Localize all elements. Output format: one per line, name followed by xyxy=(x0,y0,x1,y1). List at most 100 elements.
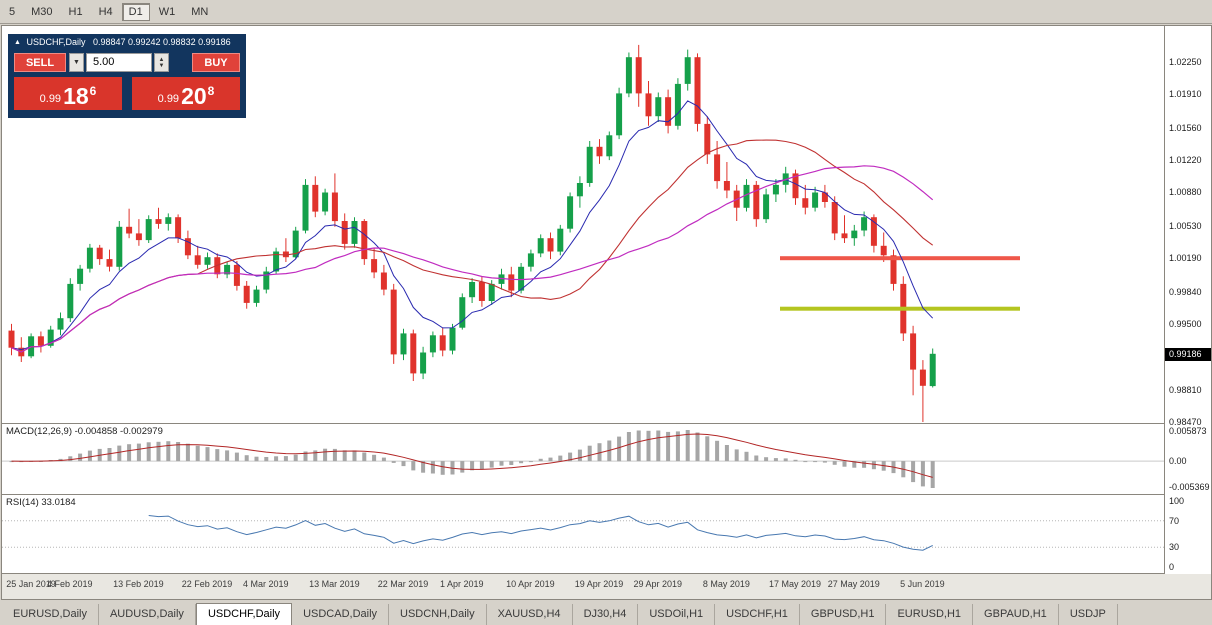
resistance-line[interactable] xyxy=(780,256,1020,261)
bear-candle xyxy=(194,255,201,265)
chart-tab-usdchf-daily[interactable]: USDCHF,Daily xyxy=(195,603,293,625)
macd-indicator-pane[interactable] xyxy=(2,424,1164,494)
bull-candle xyxy=(302,184,309,231)
bear-candle xyxy=(331,192,338,222)
bull-candle xyxy=(527,253,534,267)
chart-tab-usdcnh-daily[interactable]: USDCNH,Daily xyxy=(389,604,487,625)
macd-histogram-bar xyxy=(391,461,396,463)
chart-tab-eurusd-h1[interactable]: EURUSD,H1 xyxy=(886,604,974,625)
chart-tab-gbpaud-h1[interactable]: GBPAUD,H1 xyxy=(973,604,1059,625)
chart-tab-audusd-daily[interactable]: AUDUSD,Daily xyxy=(99,604,196,625)
bull-candle xyxy=(204,257,211,265)
macd-signal-line xyxy=(11,433,933,478)
macd-histogram-bar xyxy=(528,461,533,463)
bear-candle xyxy=(184,238,191,256)
macd-histogram-bar xyxy=(538,458,543,462)
macd-histogram-bar xyxy=(617,436,622,462)
macd-histogram-bar xyxy=(803,461,808,463)
bull-candle xyxy=(743,184,750,208)
chart-tab-eurusd-daily[interactable]: EURUSD,Daily xyxy=(2,604,99,625)
macd-histogram-bar xyxy=(695,432,700,462)
timeframe-button-d1[interactable]: D1 xyxy=(121,2,150,21)
timeframe-button-5[interactable]: 5 xyxy=(9,5,16,18)
bear-candle xyxy=(547,238,554,252)
buy-price-display[interactable]: 0.99 20 8 xyxy=(132,77,240,110)
chart-tab-usdcad-daily[interactable]: USDCAD,Daily xyxy=(292,604,390,625)
macd-histogram-bar xyxy=(176,442,181,462)
timeframe-button-h1[interactable]: H1 xyxy=(68,5,83,18)
macd-histogram-bar xyxy=(773,458,778,462)
macd-histogram-bar xyxy=(313,450,318,462)
buy-button[interactable]: BUY xyxy=(192,53,240,72)
bear-candle xyxy=(890,255,897,284)
macd-histogram-bar xyxy=(783,458,788,462)
macd-histogram-bar xyxy=(107,448,112,462)
timeframe-button-h4[interactable]: H4 xyxy=(98,5,113,18)
rsi-indicator-pane[interactable] xyxy=(2,495,1164,573)
price-axis-label: 1.00880 xyxy=(1169,187,1202,198)
bull-candle xyxy=(684,57,691,84)
macd-histogram-bar xyxy=(813,461,818,463)
bear-candle xyxy=(282,251,289,258)
chart-tab-xauusd-h4[interactable]: XAUUSD,H4 xyxy=(487,604,573,625)
bull-candle xyxy=(47,329,54,346)
timeframe-button-w1[interactable]: W1 xyxy=(158,5,176,18)
macd-histogram-bar xyxy=(362,452,367,462)
bull-candle xyxy=(145,219,152,241)
macd-histogram-bar xyxy=(509,461,514,465)
macd-histogram-bar xyxy=(372,454,377,462)
chart-collapse-icon[interactable]: ▲ xyxy=(14,39,21,46)
bull-candle xyxy=(429,335,436,353)
bear-candle xyxy=(243,285,250,303)
volume-input[interactable]: 5.00 xyxy=(86,53,152,72)
timeframe-button-m30[interactable]: M30 xyxy=(31,5,53,18)
bull-candle xyxy=(557,228,564,252)
volume-dropdown-icon[interactable]: ▼ xyxy=(69,53,84,72)
chart-tab-dj30-h4[interactable]: DJ30,H4 xyxy=(573,604,639,625)
bear-candle xyxy=(37,336,44,346)
stepper-down-icon[interactable]: ▼ xyxy=(158,62,165,69)
macd-histogram-bar xyxy=(705,436,710,462)
sell-price-display[interactable]: 0.99 18 6 xyxy=(14,77,122,110)
bull-candle xyxy=(322,192,329,212)
ma-slow-line xyxy=(11,165,934,353)
price-axis-label: 0.99840 xyxy=(1169,286,1202,297)
date-axis-label: 10 Apr 2019 xyxy=(506,579,555,589)
date-axis-label: 13 Mar 2019 xyxy=(309,579,360,589)
date-axis-label: 13 Feb 2019 xyxy=(113,579,164,589)
macd-histogram-bar xyxy=(479,461,484,470)
price-axis-label: 1.01220 xyxy=(1169,155,1202,166)
macd-histogram-bar xyxy=(724,445,729,462)
macd-histogram-bar xyxy=(205,447,210,462)
chart-tab-bar: EURUSD,Daily AUDUSD,Daily USDCHF,Daily USDC… xyxy=(0,600,1212,625)
volume-stepper[interactable]: ▲ ▼ xyxy=(154,53,169,72)
date-axis-label: 27 May 2019 xyxy=(827,579,880,589)
macd-histogram-bar xyxy=(323,448,328,462)
macd-histogram-bar xyxy=(293,454,298,462)
chart-tab-usdjp[interactable]: USDJP xyxy=(1059,604,1118,625)
bull-candle xyxy=(86,247,93,269)
bear-candle xyxy=(341,221,348,244)
pane-separator xyxy=(2,573,1164,574)
macd-histogram-bar xyxy=(832,461,837,465)
chart-tab-usdchf-h1[interactable]: USDCHF,H1 xyxy=(715,604,800,625)
pane-separator[interactable] xyxy=(2,423,1164,424)
date-axis-label: 8 May 2019 xyxy=(702,579,750,589)
trade-prices-row: 0.99 18 6 0.99 20 8 xyxy=(14,77,240,110)
stepper-up-icon[interactable]: ▲ xyxy=(158,56,165,63)
chart-tab-gbpusd-h1[interactable]: GBPUSD,H1 xyxy=(800,604,887,625)
price-chart[interactable] xyxy=(2,26,1164,423)
macd-histogram-bar xyxy=(862,461,867,468)
bear-candle xyxy=(645,93,652,117)
macd-histogram-bar xyxy=(127,444,132,462)
macd-histogram-bar xyxy=(577,449,582,462)
sell-button[interactable]: SELL xyxy=(14,53,66,72)
support-line[interactable] xyxy=(780,306,1020,311)
rsi-axis-label: 0 xyxy=(1169,562,1175,572)
trade-buttons-row: SELL ▼ 5.00 ▲ ▼ BUY xyxy=(14,53,240,72)
timeframe-button-mn[interactable]: MN xyxy=(191,5,209,18)
bull-candle xyxy=(116,226,123,267)
macd-histogram-bar xyxy=(166,441,171,462)
pane-separator[interactable] xyxy=(2,494,1164,495)
chart-tab-usdoil-h1[interactable]: USDOil,H1 xyxy=(638,604,716,625)
